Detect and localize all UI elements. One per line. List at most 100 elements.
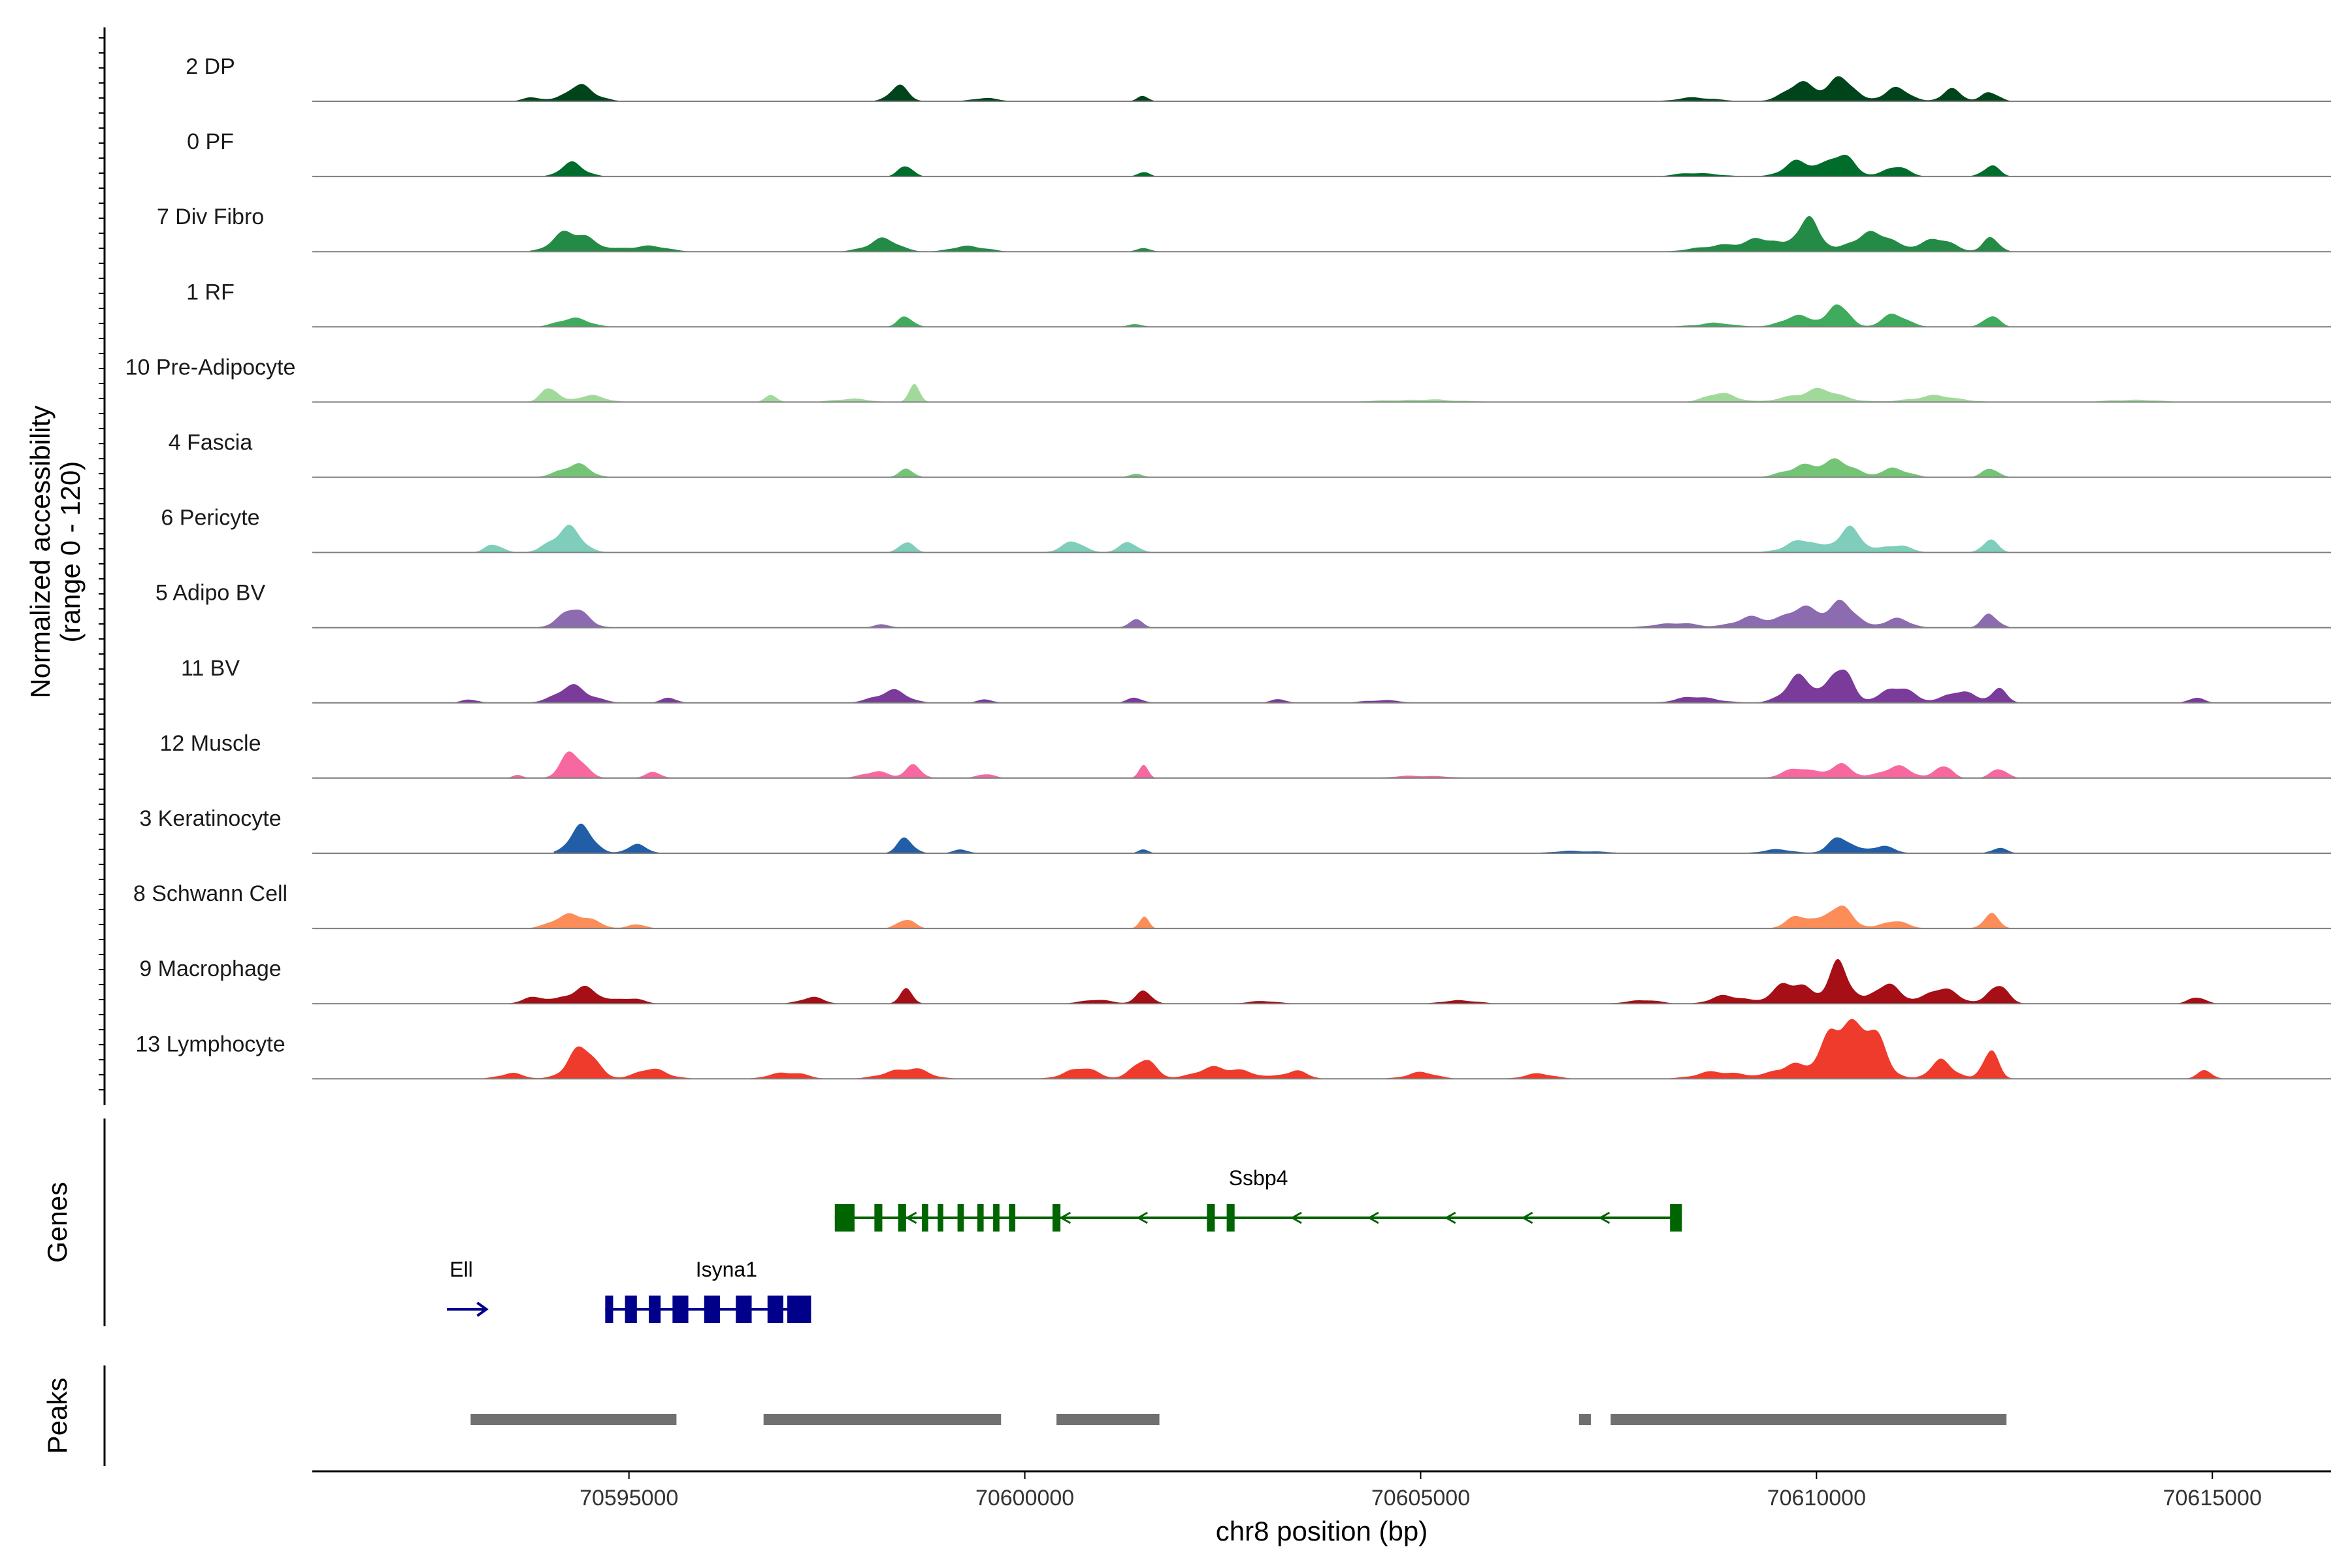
track-9-macrophage: 9 Macrophage (139, 956, 2331, 1005)
y-axis-ruler (99, 27, 106, 1105)
coverage-area (544, 154, 2011, 177)
track-6-pericyte: 6 Pericyte (161, 506, 2331, 553)
coverage-area (451, 669, 2217, 703)
coverage-area (510, 76, 2011, 101)
peak-region (470, 1414, 677, 1425)
track-label: 11 BV (181, 656, 240, 681)
track-label: 4 Fascia (169, 431, 253, 455)
coverage-area (538, 599, 2011, 628)
gene-ssbp4: Ssbp4 (834, 1166, 1682, 1232)
exon-block (957, 1204, 964, 1232)
exon-block (736, 1296, 752, 1323)
track-label: 12 Muscle (160, 731, 261, 756)
track-label: 8 Schwann Cell (133, 881, 287, 906)
track-13-lymphocyte: 13 Lymphocyte (135, 1019, 2331, 1080)
coverage-area (538, 458, 2011, 478)
x-tick-label: 70600000 (975, 1486, 1074, 1511)
peak-region (1610, 1414, 2007, 1425)
coverage-area (474, 525, 2011, 553)
x-tick-label: 70605000 (1371, 1486, 1470, 1511)
gene-annotations: Ssbp4 Isyna1 Ell (447, 1166, 1682, 1323)
strand-chevron (1136, 1211, 1148, 1224)
peak-region (763, 1414, 1002, 1425)
exon-block (605, 1296, 613, 1323)
strand-chevron (1367, 1211, 1379, 1224)
peak-regions (470, 1414, 2007, 1425)
exon-block (898, 1204, 906, 1232)
track-11-bv: 11 BV (181, 656, 2331, 704)
exon-block (922, 1204, 928, 1232)
track-label: 0 PF (187, 129, 234, 154)
x-axis: 70595000 70600000 70605000 70610000 70615000 (312, 1470, 2331, 1511)
strand-chevron (1521, 1211, 1533, 1224)
exon-block (1207, 1204, 1215, 1232)
strand-chevron (1598, 1211, 1610, 1224)
coverage-area (538, 304, 2011, 327)
track-7-div-fibro: 7 Div Fibro (157, 204, 2331, 253)
track-10-pre-adipocyte: 10 Pre-Adipocyte (125, 355, 2331, 403)
coverage-area (530, 384, 2193, 402)
exon-block (977, 1204, 984, 1232)
x-tick-label: 70610000 (1767, 1486, 1866, 1511)
track-label: 7 Div Fibro (157, 204, 264, 229)
x-tick-label: 70615000 (2163, 1486, 2262, 1511)
track-label: 13 Lymphocyte (135, 1032, 285, 1056)
track-0-pf: 0 PF (187, 129, 2331, 178)
exon-block (993, 1204, 1000, 1232)
coverage-area (530, 906, 2011, 929)
peak-region (1578, 1414, 1591, 1425)
y-axis-title-line1: Normalized accessibility (25, 406, 56, 698)
track-5-adipo-bv: 5 Adipo BV (155, 581, 2331, 629)
track-1-rf: 1 RF (186, 280, 2331, 328)
track-label: 3 Keratinocyte (139, 806, 281, 831)
exon-block (787, 1296, 811, 1323)
exon-block (649, 1296, 661, 1323)
track-label: 6 Pericyte (161, 506, 259, 531)
track-label: 10 Pre-Adipocyte (125, 355, 296, 380)
exon-block (1053, 1204, 1061, 1232)
coverage-area (480, 1019, 2225, 1079)
exon-block (938, 1204, 943, 1232)
strand-chevron (1059, 1211, 1071, 1224)
exon-block (767, 1296, 783, 1323)
peaks-panel-label: Peaks (42, 1378, 73, 1454)
exon-block (625, 1296, 637, 1323)
exon-block (1009, 1204, 1016, 1232)
exon-block (1226, 1204, 1235, 1232)
exon-block (834, 1204, 855, 1232)
y-axis-title-line2: (range 0 - 120) (55, 461, 86, 643)
track-3-keratinocyte: 3 Keratinocyte (139, 806, 2331, 854)
track-label: 5 Adipo BV (155, 581, 266, 606)
track-8-schwann-cell: 8 Schwann Cell (133, 881, 2331, 930)
strand-chevron (1290, 1211, 1302, 1224)
track-12-muscle: 12 Muscle (160, 731, 2331, 779)
track-2-dp: 2 DP (186, 54, 2331, 102)
x-axis-title: chr8 position (bp) (1216, 1516, 1428, 1546)
coverage-tracks: 2 DP 0 PF 7 Div Fibro 1 RF 10 Pre-Adipocyte 4… (125, 54, 2331, 1080)
coverage-area (553, 823, 2019, 853)
track-label: 1 RF (186, 280, 235, 304)
peak-region (1056, 1414, 1160, 1425)
gene-name: Isyna1 (696, 1258, 757, 1281)
coverage-area (506, 751, 2019, 778)
exon-block (672, 1296, 689, 1323)
gene-name: Ssbp4 (1229, 1166, 1288, 1190)
coverage-area (530, 216, 2011, 252)
exon-block (874, 1204, 883, 1232)
track-label: 2 DP (186, 54, 235, 79)
gene-name: Ell (449, 1258, 473, 1281)
track-label: 9 Macrophage (139, 956, 281, 981)
exon-block (1670, 1204, 1682, 1232)
strand-chevron (1444, 1211, 1456, 1224)
gene-ell: Ell (447, 1258, 489, 1317)
gene-isyna1: Isyna1 (605, 1258, 811, 1323)
strand-arrow (476, 1301, 489, 1317)
y-axis-title: Normalized accessibility (range 0 - 120) (25, 406, 86, 698)
genes-panel-label: Genes (42, 1182, 73, 1263)
track-4-fascia: 4 Fascia (169, 431, 2331, 478)
x-tick-label: 70595000 (580, 1486, 678, 1511)
coverage-area (504, 959, 2217, 1004)
exon-block (704, 1296, 721, 1323)
strand-chevron (905, 1211, 917, 1224)
